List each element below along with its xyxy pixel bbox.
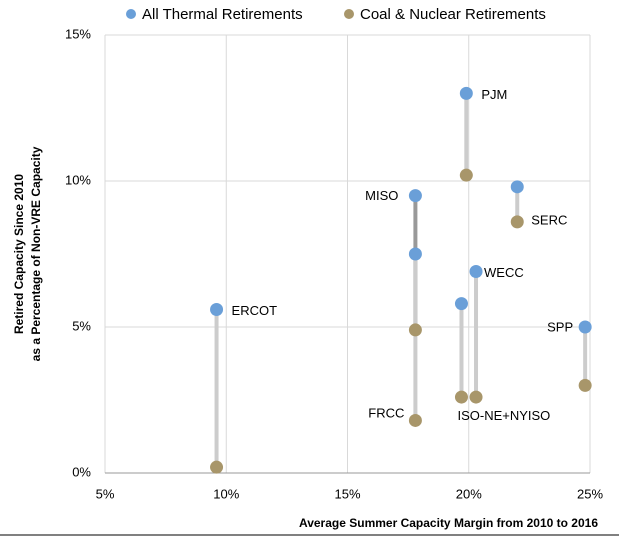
point xyxy=(454,297,468,311)
point-label: MISO xyxy=(365,188,398,203)
y-tick-label: 5% xyxy=(72,318,91,333)
point xyxy=(459,168,473,182)
x-tick-label: 5% xyxy=(96,486,115,501)
x-axis-label: Average Summer Capacity Margin from 2010… xyxy=(299,516,598,530)
point-label: SPP xyxy=(547,319,573,334)
x-tick-label: 25% xyxy=(577,486,603,501)
point xyxy=(210,302,224,316)
point xyxy=(469,265,483,279)
point-label: ERCOT xyxy=(232,303,278,318)
y-tick-label: 0% xyxy=(72,464,91,479)
x-tick-label: 15% xyxy=(334,486,360,501)
x-tick-label: 10% xyxy=(213,486,239,501)
legend-marker xyxy=(126,9,136,19)
point xyxy=(578,320,592,334)
y-tick-label: 10% xyxy=(65,172,91,187)
point-label: SERC xyxy=(531,212,567,227)
point-label: ISO-NE+NYISO xyxy=(457,408,550,423)
point-label: WECC xyxy=(484,265,524,280)
y-axis-label: Retired Capacity Since 2010 xyxy=(12,174,26,334)
point xyxy=(454,390,468,404)
point xyxy=(459,86,473,100)
legend-label: Coal & Nuclear Retirements xyxy=(360,6,546,23)
point xyxy=(578,378,592,392)
legend-label: All Thermal Retirements xyxy=(142,6,303,23)
point xyxy=(510,215,524,229)
point-label: PJM xyxy=(481,87,507,102)
point xyxy=(469,390,483,404)
point xyxy=(408,247,422,261)
y-axis-label: as a Percentage of Non-VRE Capacity xyxy=(29,146,43,361)
point xyxy=(210,460,224,474)
point-label: FRCC xyxy=(368,405,404,420)
legend-marker xyxy=(344,9,354,19)
point xyxy=(408,189,422,203)
point xyxy=(408,323,422,337)
y-tick-label: 15% xyxy=(65,26,91,41)
x-tick-label: 20% xyxy=(456,486,482,501)
point xyxy=(510,180,524,194)
point xyxy=(408,413,422,427)
